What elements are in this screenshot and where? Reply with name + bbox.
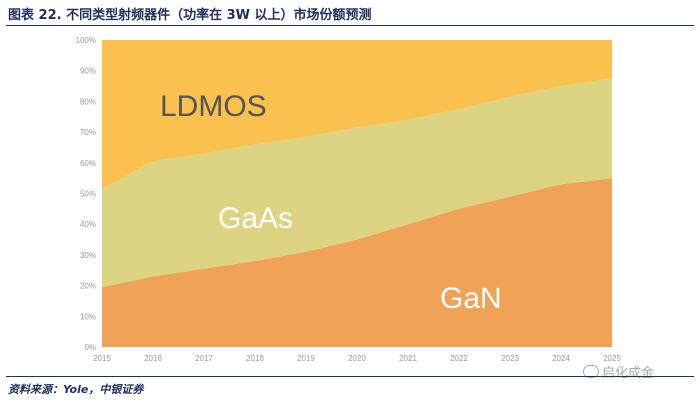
x-tick-label: 2020 <box>348 354 366 363</box>
x-tick-label: 2025 <box>603 354 621 363</box>
x-tick-label: 2018 <box>246 354 264 363</box>
x-tick-label: 2024 <box>552 354 570 363</box>
x-tick-label: 2023 <box>501 354 519 363</box>
y-tick-label: 70% <box>80 128 96 137</box>
x-tick-label: 2015 <box>93 354 111 363</box>
watermark: 启化成金 <box>583 362 654 381</box>
y-tick-label: 40% <box>80 220 96 229</box>
y-tick-label: 100% <box>76 36 96 45</box>
x-tick-label: 2021 <box>399 354 417 363</box>
stacked-area-chart: 0%10%20%30%40%50%60%70%80%90%100% 2015 20… <box>76 36 622 363</box>
x-axis: 2015 2016 2017 2018 2019 2020 2021 2022 2023 2024… <box>93 354 621 363</box>
area-gan <box>102 178 612 347</box>
x-tick-label: 2022 <box>450 354 468 363</box>
area-labels: GaN GaAs LDMOS <box>160 90 502 315</box>
y-tick-label: 80% <box>80 97 96 106</box>
series-label-gan: GaN <box>440 282 502 315</box>
area-gaas <box>102 78 612 288</box>
source-note: 资料来源：Yole，中银证券 <box>8 383 144 396</box>
y-tick-label: 30% <box>80 251 96 260</box>
area-ldmos <box>102 40 612 189</box>
figure-title: 图表 22. 不同类型射频器件（功率在 3W 以上）市场份额预测 <box>8 8 372 23</box>
plot-area <box>102 40 612 347</box>
title-divider <box>6 25 694 26</box>
y-tick-label: 90% <box>80 67 96 76</box>
wechat-icon <box>583 365 599 378</box>
series-label-ldmos: LDMOS <box>160 90 267 123</box>
y-tick-label: 50% <box>80 190 96 199</box>
y-tick-label: 10% <box>80 312 96 321</box>
y-tick-label: 20% <box>80 282 96 291</box>
y-tick-label: 0% <box>84 343 96 352</box>
series-label-gaas: GaAs <box>218 202 293 235</box>
watermark-text: 启化成金 <box>602 366 655 381</box>
y-tick-label: 60% <box>80 159 96 168</box>
x-tick-label: 2017 <box>195 354 213 363</box>
y-axis: 0% 10% 20% 30% 40% 50% 60% 70% 80% 90% 100% <box>76 36 96 352</box>
x-tick-label: 2019 <box>297 354 315 363</box>
source-divider <box>6 376 694 377</box>
x-tick-label: 2016 <box>144 354 162 363</box>
